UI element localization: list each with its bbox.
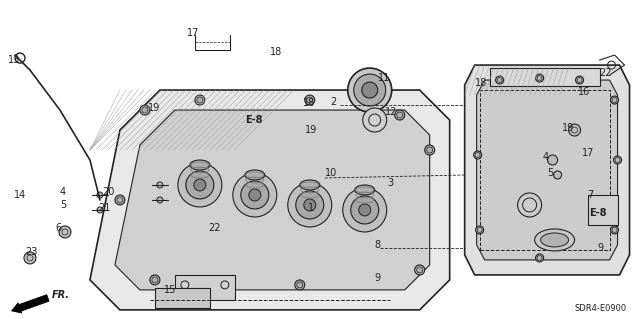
Text: 21: 21 [98, 203, 110, 213]
Text: 4: 4 [543, 152, 548, 162]
Text: 6: 6 [55, 223, 61, 233]
Circle shape [233, 173, 276, 217]
Text: 16: 16 [577, 87, 590, 97]
Circle shape [611, 96, 618, 104]
Text: 1: 1 [308, 203, 314, 213]
Circle shape [536, 254, 543, 262]
Text: E-8: E-8 [245, 115, 262, 125]
Bar [490, 68, 600, 86]
Circle shape [614, 156, 621, 164]
Bar [588, 195, 618, 225]
Circle shape [150, 275, 160, 285]
Circle shape [354, 74, 386, 106]
Circle shape [395, 110, 404, 120]
Circle shape [554, 171, 561, 179]
Circle shape [288, 183, 332, 227]
Text: 17: 17 [582, 148, 594, 158]
Text: 12: 12 [385, 107, 397, 117]
Circle shape [415, 265, 425, 275]
Circle shape [362, 82, 378, 98]
Circle shape [140, 105, 150, 115]
Text: 18: 18 [270, 47, 282, 57]
Circle shape [24, 252, 36, 264]
Circle shape [568, 124, 580, 136]
Text: E-8: E-8 [589, 208, 607, 218]
Text: 13: 13 [8, 55, 20, 65]
Circle shape [59, 226, 71, 238]
Text: 18: 18 [475, 78, 487, 88]
Ellipse shape [534, 229, 575, 251]
Text: 22: 22 [208, 223, 220, 233]
Circle shape [536, 74, 543, 82]
Text: 19: 19 [561, 123, 574, 133]
Text: 9: 9 [598, 243, 604, 253]
Circle shape [518, 193, 541, 217]
Text: 4: 4 [60, 187, 66, 197]
Circle shape [241, 181, 269, 209]
Circle shape [425, 145, 435, 155]
Circle shape [343, 188, 387, 232]
Circle shape [351, 196, 379, 224]
Text: 20: 20 [102, 187, 115, 197]
Circle shape [305, 95, 315, 105]
Text: 14: 14 [14, 190, 26, 200]
Circle shape [157, 182, 163, 188]
Circle shape [157, 197, 163, 203]
Circle shape [348, 68, 392, 112]
Circle shape [476, 226, 484, 234]
Ellipse shape [355, 185, 375, 195]
Text: 7: 7 [588, 190, 594, 200]
Circle shape [359, 204, 371, 216]
Bar [479, 90, 609, 250]
FancyArrow shape [12, 295, 49, 313]
Circle shape [97, 207, 103, 213]
Text: 17: 17 [187, 28, 199, 38]
Polygon shape [477, 80, 618, 260]
Text: 11: 11 [378, 73, 390, 83]
Circle shape [295, 280, 305, 290]
Ellipse shape [300, 180, 320, 190]
Circle shape [548, 155, 557, 165]
Circle shape [611, 226, 618, 234]
Text: 9: 9 [375, 273, 381, 283]
Circle shape [249, 189, 261, 201]
Circle shape [495, 76, 504, 84]
Polygon shape [465, 65, 630, 275]
Text: 8: 8 [375, 240, 381, 250]
Text: FR.: FR. [52, 290, 70, 300]
Ellipse shape [541, 233, 568, 247]
Circle shape [194, 179, 206, 191]
Text: 15: 15 [164, 285, 176, 295]
Text: 5: 5 [548, 168, 554, 178]
Circle shape [115, 195, 125, 205]
Circle shape [474, 151, 482, 159]
Ellipse shape [245, 170, 265, 180]
Circle shape [575, 76, 584, 84]
Circle shape [97, 192, 103, 198]
Circle shape [304, 199, 316, 211]
Circle shape [363, 108, 387, 132]
Text: 23: 23 [25, 247, 37, 257]
Bar [175, 275, 235, 300]
Text: 19: 19 [148, 103, 160, 113]
Polygon shape [115, 110, 429, 290]
Circle shape [178, 163, 222, 207]
Text: 18: 18 [303, 98, 315, 108]
Text: 5: 5 [60, 200, 66, 210]
Circle shape [195, 95, 205, 105]
Text: 10: 10 [324, 168, 337, 178]
Circle shape [186, 171, 214, 199]
Text: SDR4-E0900: SDR4-E0900 [575, 304, 627, 313]
Polygon shape [90, 90, 450, 310]
Text: 3: 3 [388, 178, 394, 188]
Bar [155, 288, 210, 308]
Circle shape [296, 191, 324, 219]
Text: 2: 2 [330, 97, 336, 107]
Text: 22: 22 [600, 68, 612, 78]
Ellipse shape [190, 160, 210, 170]
Text: 19: 19 [305, 125, 317, 135]
